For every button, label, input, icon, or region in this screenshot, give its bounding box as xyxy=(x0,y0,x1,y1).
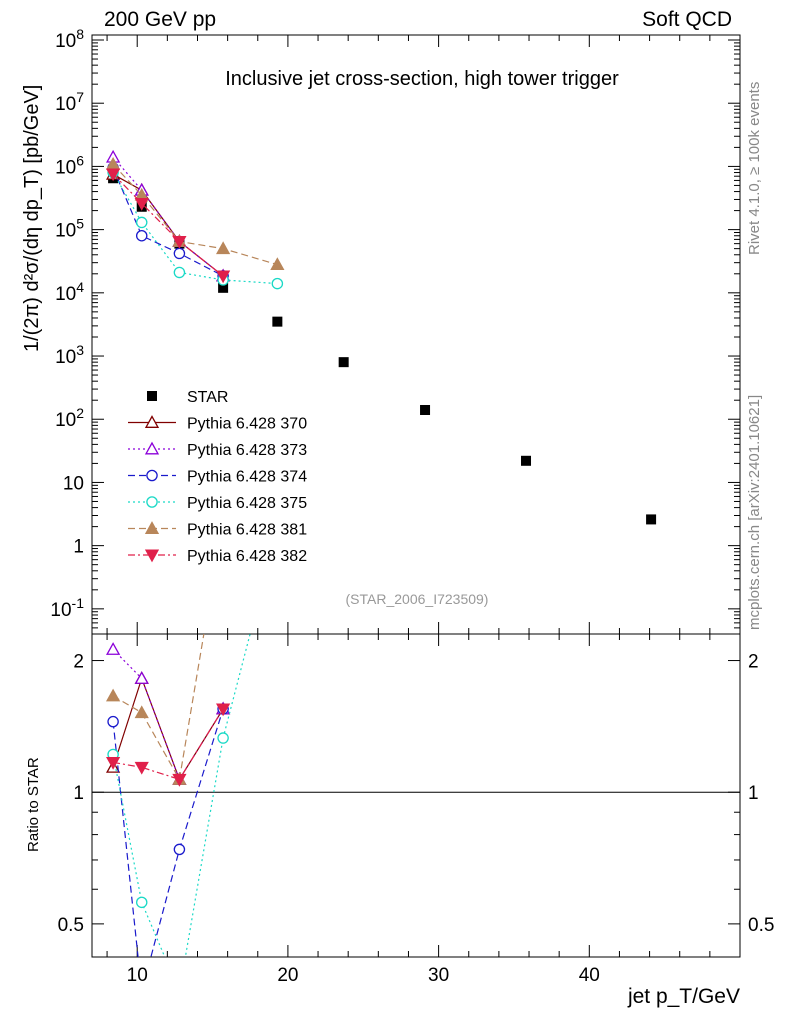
ratio-marker-1 xyxy=(134,671,149,684)
y-tick-label: 107 xyxy=(55,89,84,115)
series-marker-5 xyxy=(134,197,149,211)
ratio-marker-2 xyxy=(107,715,119,728)
series-marker-2 xyxy=(135,229,148,242)
star-data-point xyxy=(521,455,532,466)
ratio-line-1 xyxy=(112,649,224,781)
ratio-tick-label-right: 1 xyxy=(748,783,759,804)
legend-label: STAR xyxy=(187,389,228,406)
legend-label: Pythia 6.428 373 xyxy=(187,442,307,459)
ratio-tick-label-right: 0.5 xyxy=(748,915,774,936)
ratio-series-group xyxy=(105,391,283,997)
ratio-marker-5 xyxy=(134,761,149,775)
series-marker-3 xyxy=(173,266,186,279)
star-data-point xyxy=(646,514,657,525)
series-marker-3 xyxy=(135,216,148,229)
plot-title: Inclusive jet cross-section, high tower … xyxy=(225,68,619,90)
x-axis-label: jet p_T/GeV xyxy=(627,985,740,1008)
ratio-marker-5 xyxy=(172,773,187,787)
legend-marker-1 xyxy=(144,441,160,455)
legend-star-marker xyxy=(147,391,157,401)
ratio-marker-3 xyxy=(217,732,229,744)
series-marker-2 xyxy=(173,247,186,260)
ratio-tick-label-right: 2 xyxy=(748,652,759,673)
ratio-line-5 xyxy=(112,708,224,781)
y-axis-label: 1/(2π) d²σ/(dη dp_T) [pb/GeV] xyxy=(21,85,43,352)
ratio-plot-frame xyxy=(91,633,741,958)
y-tick-label: 106 xyxy=(55,152,84,178)
x-tick-label: 10 xyxy=(127,965,148,986)
ratio-marker-4 xyxy=(105,688,121,702)
legend-label: Pythia 6.428 370 xyxy=(187,416,307,433)
ratio-tick-label: 0.5 xyxy=(58,915,84,936)
y-tick-label: 105 xyxy=(55,216,84,242)
star-data-point xyxy=(338,357,349,368)
main-plot-frame xyxy=(91,34,741,635)
ratio-marker-5 xyxy=(105,756,121,770)
ratio-marker-4 xyxy=(134,705,149,719)
series-marker-5 xyxy=(105,168,121,182)
legend-label: Pythia 6.428 382 xyxy=(187,548,307,565)
series-line-0 xyxy=(112,173,224,277)
star-data-point xyxy=(272,316,283,327)
y-tick-label: 104 xyxy=(55,279,84,305)
series-line-3 xyxy=(112,172,278,285)
y-tick-label: 10 xyxy=(63,473,84,494)
header-left: 200 GeV pp xyxy=(104,8,217,31)
legend-marker-0 xyxy=(144,415,160,428)
y-tick-label: 103 xyxy=(55,342,84,368)
legend-label: Pythia 6.428 381 xyxy=(187,522,307,539)
legend-marker-2 xyxy=(146,469,158,482)
y-tick-label: 102 xyxy=(55,405,84,431)
x-tick-label: 30 xyxy=(428,965,449,986)
legend-marker-3 xyxy=(146,496,158,508)
ratio-line-3 xyxy=(112,634,251,957)
series-marker-4 xyxy=(270,257,285,271)
series-marker-5 xyxy=(216,270,231,284)
series-line-5 xyxy=(112,173,224,277)
legend-label: Pythia 6.428 374 xyxy=(187,469,307,486)
ratio-line-4 xyxy=(112,634,205,782)
ratio-line-0 xyxy=(112,676,224,781)
legend-marker-4 xyxy=(144,521,160,534)
ratio-marker-2 xyxy=(137,987,147,997)
ratio-marker-5 xyxy=(216,703,231,717)
ratio-tick-label: 2 xyxy=(73,652,84,673)
ratio-axis-label: Ratio to STAR xyxy=(25,757,42,852)
y-tick-label: 108 xyxy=(55,26,84,52)
header-right: Soft QCD xyxy=(642,8,732,31)
x-tick-label: 40 xyxy=(579,965,600,986)
star-data-point xyxy=(420,404,431,415)
ratio-marker-3 xyxy=(135,896,148,909)
ratio-marker-3 xyxy=(174,987,184,997)
series-marker-5 xyxy=(172,235,187,249)
series-marker-4 xyxy=(216,241,231,255)
ratio-marker-4 xyxy=(271,391,283,402)
series-marker-3 xyxy=(271,277,284,290)
legend-marker-5 xyxy=(144,549,160,563)
mcplots-label: mcplots.cern.ch [arXiv:2401.10621] xyxy=(746,394,763,630)
series-line-2 xyxy=(112,167,224,277)
ratio-marker-2 xyxy=(173,843,186,856)
x-tick-label: 20 xyxy=(277,965,298,986)
series-line-4 xyxy=(112,163,278,266)
rivet-label: Rivet 4.1.0, ≥ 100k events xyxy=(746,81,763,255)
ratio-line-2 xyxy=(112,708,224,957)
analysis-id: (STAR_2006_I723509) xyxy=(346,591,489,607)
y-tick-label: 1 xyxy=(73,537,84,558)
legend-label: Pythia 6.428 375 xyxy=(187,495,307,512)
main-series-group xyxy=(105,149,657,525)
star-data-point xyxy=(218,282,229,293)
y-tick-label: 10-1 xyxy=(50,595,84,621)
ratio-marker-1 xyxy=(105,642,121,655)
ratio-tick-label: 1 xyxy=(73,783,84,804)
